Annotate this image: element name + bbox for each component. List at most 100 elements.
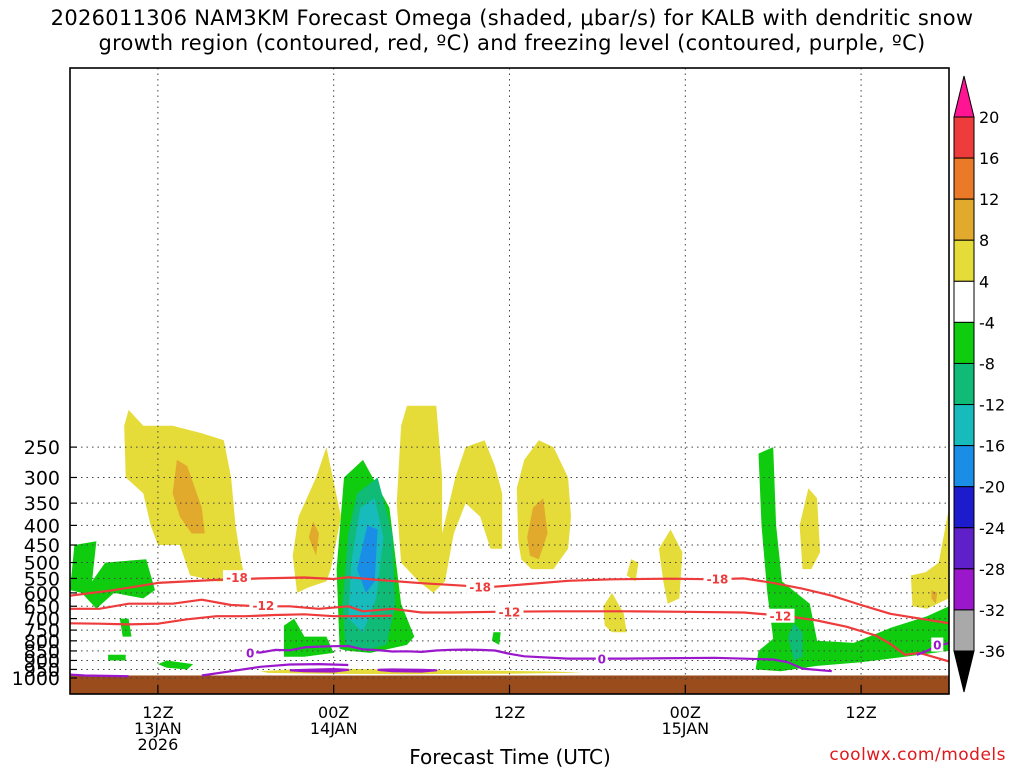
omega-region-rising-right-main xyxy=(755,447,949,672)
colorbar-label-8: -16 xyxy=(979,437,1005,456)
contour-label-3: -12 xyxy=(253,599,275,613)
contour-freezing-0-loop1 xyxy=(289,667,350,673)
x-tick-label-6-2: 2026 xyxy=(138,735,179,754)
x-axis-label: Forecast Time (UTC) xyxy=(409,745,611,768)
colorbar-label-6: -8 xyxy=(979,354,995,373)
contour-label-5: -12 xyxy=(770,610,792,624)
colorbar-band-1 xyxy=(953,157,975,200)
colorbar-label-2: 12 xyxy=(979,190,999,209)
y-tick-label-600: 600 xyxy=(24,583,60,605)
contour-label-bg xyxy=(495,604,524,619)
x-tick-label-18-1: 14JAN xyxy=(310,719,358,738)
omega-region-sinking-right-mid xyxy=(658,529,683,604)
colorbar-label-10: -24 xyxy=(979,519,1005,538)
y-tick-label-950: 950 xyxy=(24,659,60,681)
contour-freezing-0 xyxy=(245,644,832,673)
colorbar-label-11: -28 xyxy=(979,560,1005,579)
colorbar-band-0 xyxy=(953,116,975,159)
x-tick-label-6-1: 13JAN xyxy=(134,719,182,738)
y-tick-label-300: 300 xyxy=(24,467,60,489)
y-axis: 250 300 3504004505005506006507007508008509… xyxy=(12,437,77,690)
y-tick-label-650: 650 xyxy=(24,596,60,618)
colorbar-label-7: -12 xyxy=(979,396,1005,415)
colorbar-label-1: 16 xyxy=(979,149,999,168)
colorbar-label-12: -32 xyxy=(979,601,1005,620)
omega-region-rising-left-blob1 xyxy=(119,618,132,637)
colorbar-band-12 xyxy=(953,609,975,652)
colorbar-top-arrow xyxy=(953,75,975,118)
contour-label-1: -18 xyxy=(469,580,491,594)
x-tick-label-54-0: 12Z xyxy=(845,703,876,722)
colorbar-label-5: -4 xyxy=(979,313,995,332)
colorbar-band-7 xyxy=(953,404,975,447)
omega-region-rising-core xyxy=(357,525,378,593)
contour-dgz-12-lower xyxy=(70,613,393,626)
colorbar-band-9 xyxy=(953,486,975,529)
contour-label-bg xyxy=(766,608,795,623)
x-tick-label-18-0: 00Z xyxy=(318,703,349,722)
colorbar-band-8 xyxy=(953,445,975,488)
y-tick-label-250: 250 xyxy=(24,437,60,459)
contour-label-bg xyxy=(595,651,608,666)
contour-label-8: 0 xyxy=(933,639,941,653)
y-tick-label-800: 800 xyxy=(24,631,60,653)
colorbar-label-3: 8 xyxy=(979,231,989,250)
contour-label-0: -18 xyxy=(226,571,248,585)
omega-region-rising-small xyxy=(491,632,501,645)
colorbar-label-4: 4 xyxy=(979,272,989,291)
x-tick-label-6-0: 12Z xyxy=(142,703,173,722)
shading-layer xyxy=(70,405,949,675)
omega-region-rising-left-edge xyxy=(70,541,155,609)
contour-label-bg xyxy=(249,597,278,612)
colorbar-band-4 xyxy=(953,280,975,323)
contour-dgz-12 xyxy=(70,598,949,663)
contour-label-bg xyxy=(466,579,495,594)
colorbar-label-13: -36 xyxy=(979,642,1005,661)
contour-label-bg xyxy=(223,570,252,585)
contour-label-bg xyxy=(931,637,944,652)
contour-label-4: -12 xyxy=(499,605,521,619)
colorbar-band-3 xyxy=(953,239,975,282)
colorbar: 20 16 12 8 4 -4 -8 -12 -16 -20 -24 -28 -32 -36 xyxy=(953,75,1005,693)
omega-region-sinking-mid-right xyxy=(603,592,627,633)
colorbar-band-11 xyxy=(953,568,975,611)
y-tick-label-350: 350 xyxy=(24,493,60,515)
omega-region-sinking-mid-left xyxy=(292,447,341,593)
contour-label-7: 0 xyxy=(598,653,606,667)
contour-label-2: -18 xyxy=(707,573,729,587)
omega-region-sinking-top-center xyxy=(396,405,503,593)
contour-label-layer: -18 -18 -18 -12 -12 -12 0 0 0 xyxy=(223,570,944,667)
title-line-2: growth region (contoured, red, ºC) and f… xyxy=(98,31,926,55)
omega-region-sinking-mid-right2 xyxy=(626,559,639,582)
y-tick-label-500: 500 xyxy=(24,553,60,575)
omega-region-sinking-right-edge-orange xyxy=(931,590,938,604)
colorbar-band-6 xyxy=(953,362,975,406)
omega-region-sinking-center-orange xyxy=(527,498,548,560)
y-tick-label-1000: 1000 xyxy=(12,668,60,690)
contour-label-bg xyxy=(703,571,732,586)
y-tick-label-700: 700 xyxy=(24,609,60,631)
credit-link[interactable]: coolwx.com/models xyxy=(829,745,1006,765)
colorbar-label-9: -20 xyxy=(979,478,1005,497)
colorbar-band-10 xyxy=(953,527,975,570)
contour-layer xyxy=(70,576,949,678)
contour-freezing-0-left xyxy=(70,673,129,678)
colorbar-label-0: 20 xyxy=(979,108,999,127)
y-tick-label-450: 450 xyxy=(24,535,60,557)
omega-region-rising-left-blob3 xyxy=(157,660,194,670)
y-tick-label-850: 850 xyxy=(24,641,60,663)
colorbar-band-5 xyxy=(953,321,975,364)
contour-label-bg xyxy=(244,645,257,660)
omega-region-sinking-mid-left-orange xyxy=(308,521,319,556)
x-tick-label-42-0: 00Z xyxy=(670,703,701,722)
omega-region-sinking-right-upper xyxy=(799,488,821,570)
y-tick-label-900: 900 xyxy=(24,650,60,672)
omega-region-rising-left-blob2 xyxy=(108,654,126,661)
y-tick-label-400: 400 xyxy=(24,515,60,537)
colorbar-bottom-arrow xyxy=(953,650,975,693)
colorbar-band-2 xyxy=(953,198,975,241)
contour-label-6: 0 xyxy=(246,646,254,660)
contour-freezing-0-loop2 xyxy=(377,668,438,673)
